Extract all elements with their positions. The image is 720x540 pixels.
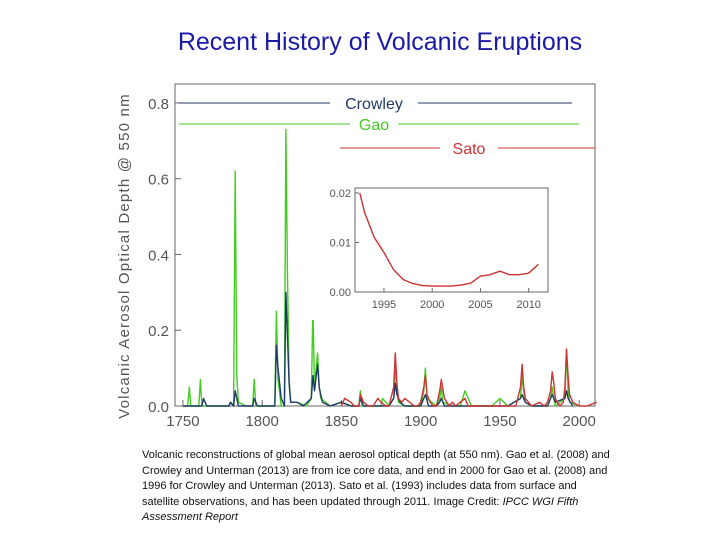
inset-chart: 0.00 0.01 0.02 1995 2000 2005 2010 bbox=[307, 178, 560, 320]
figure-caption: Volcanic reconstructions of global mean … bbox=[142, 448, 612, 526]
x-tick-label: 1750 bbox=[166, 413, 199, 430]
inset-y-tick-label: 0.01 bbox=[330, 237, 351, 249]
inset-y-tick-label: 0.00 bbox=[330, 287, 351, 299]
legend-label-gao: Gao bbox=[359, 117, 389, 134]
inset-series-line bbox=[359, 192, 539, 287]
legend-label-sato: Sato bbox=[453, 141, 486, 158]
inset-background bbox=[307, 178, 560, 320]
series-line-sato bbox=[340, 348, 597, 407]
main-series-group bbox=[182, 128, 597, 407]
x-tick-label: 2000 bbox=[562, 413, 595, 430]
y-axis-label: Volcanic Aerosol Optical Depth @ 550 nm bbox=[116, 93, 133, 419]
ylabel-group: Volcanic Aerosol Optical Depth @ 550 nm bbox=[116, 93, 133, 419]
inset-x-tick-label: 2005 bbox=[468, 299, 492, 311]
main-legend: Crowley Gao Sato bbox=[179, 96, 595, 158]
aerosol-chart: Volcanic Aerosol Optical Depth @ 550 nm … bbox=[116, 83, 597, 430]
y-tick-label: 0.2 bbox=[148, 323, 169, 340]
inset-y-tick-label: 0.02 bbox=[330, 188, 351, 200]
inset-x-tick-label: 2010 bbox=[516, 299, 540, 311]
x-tick-label: 1900 bbox=[404, 413, 437, 430]
slide-title: Recent History of Volcanic Eruptions bbox=[177, 28, 583, 56]
y-tick-label: 0.0 bbox=[148, 399, 169, 416]
y-tick-label: 0.4 bbox=[148, 247, 169, 264]
x-tick-label: 1800 bbox=[245, 413, 278, 430]
legend-label-crowley: Crowley bbox=[345, 96, 403, 113]
inset-border bbox=[354, 187, 549, 293]
inset-x-tick-label: 2000 bbox=[420, 299, 444, 311]
x-tick-label: 1950 bbox=[483, 413, 516, 430]
y-tick-label: 0.6 bbox=[148, 172, 169, 189]
inset-x-tick-label: 1995 bbox=[372, 299, 396, 311]
y-tick-label: 0.8 bbox=[148, 96, 169, 113]
x-tick-label: 1850 bbox=[325, 413, 358, 430]
caption-text: Volcanic reconstructions of global mean … bbox=[142, 449, 610, 508]
caption-credit-source: IPCC WGI Fifth Assessment Report bbox=[142, 495, 579, 524]
